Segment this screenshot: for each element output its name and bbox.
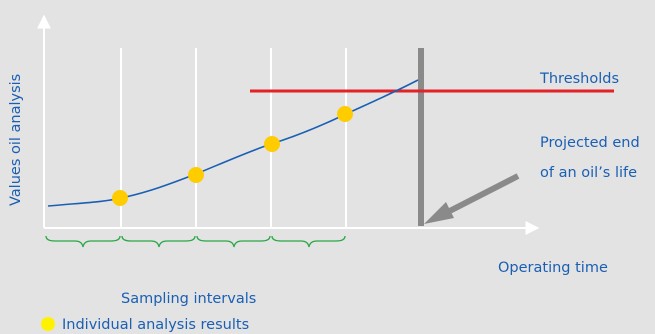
analysis-result-marker	[337, 106, 353, 122]
analysis-result-marker	[112, 190, 128, 206]
analysis-result-marker	[264, 136, 280, 152]
sampling-brace-1	[45, 235, 121, 248]
value-curve	[47, 79, 419, 207]
legend-marker	[41, 317, 55, 331]
projected-end-label-line1: Projected end	[540, 135, 640, 151]
x-axis-label: Operating time	[498, 260, 608, 276]
sampling-brace-3	[196, 235, 271, 248]
y-axis-label: Values oil analysis	[8, 74, 24, 206]
projection-arrow-head	[424, 202, 454, 224]
analysis-result-marker	[188, 167, 204, 183]
sampling-brace-2	[121, 235, 196, 248]
sampling-brace-4	[271, 235, 346, 248]
sampling-intervals-label: Sampling intervals	[121, 291, 256, 307]
legend-results-label: Individual analysis results	[62, 317, 249, 333]
threshold-label: Thresholds	[539, 71, 619, 87]
projected-end-label-line2: of an oil’s life	[540, 165, 637, 181]
